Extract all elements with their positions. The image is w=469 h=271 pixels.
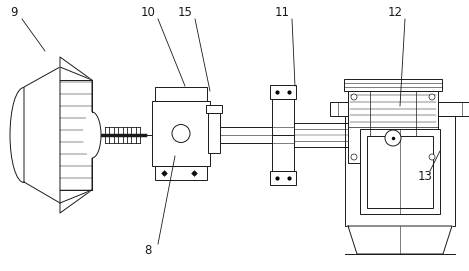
Ellipse shape (429, 154, 435, 160)
Polygon shape (24, 57, 92, 213)
Bar (206, 105, 222, 113)
Polygon shape (60, 67, 92, 203)
Bar (330, 102, 469, 116)
Text: 11: 11 (274, 7, 289, 20)
Text: 10: 10 (141, 7, 155, 20)
Bar (155, 87, 207, 101)
Bar (270, 171, 296, 185)
Ellipse shape (429, 94, 435, 100)
Bar (348, 91, 438, 163)
Bar (270, 85, 296, 99)
Text: 15: 15 (178, 7, 192, 20)
Text: 12: 12 (387, 7, 402, 20)
Text: 9: 9 (10, 7, 18, 20)
Ellipse shape (351, 94, 357, 100)
Bar (360, 129, 440, 214)
Text: 13: 13 (417, 169, 432, 182)
Ellipse shape (83, 112, 101, 158)
Text: 8: 8 (144, 244, 151, 257)
Ellipse shape (172, 124, 190, 143)
Bar (344, 79, 442, 91)
Bar (155, 166, 207, 180)
Bar (367, 136, 433, 208)
Polygon shape (348, 226, 452, 254)
Bar (345, 116, 455, 226)
Ellipse shape (385, 130, 401, 146)
Bar (208, 113, 220, 153)
Bar (152, 101, 210, 166)
Ellipse shape (351, 154, 357, 160)
Bar (272, 99, 294, 171)
